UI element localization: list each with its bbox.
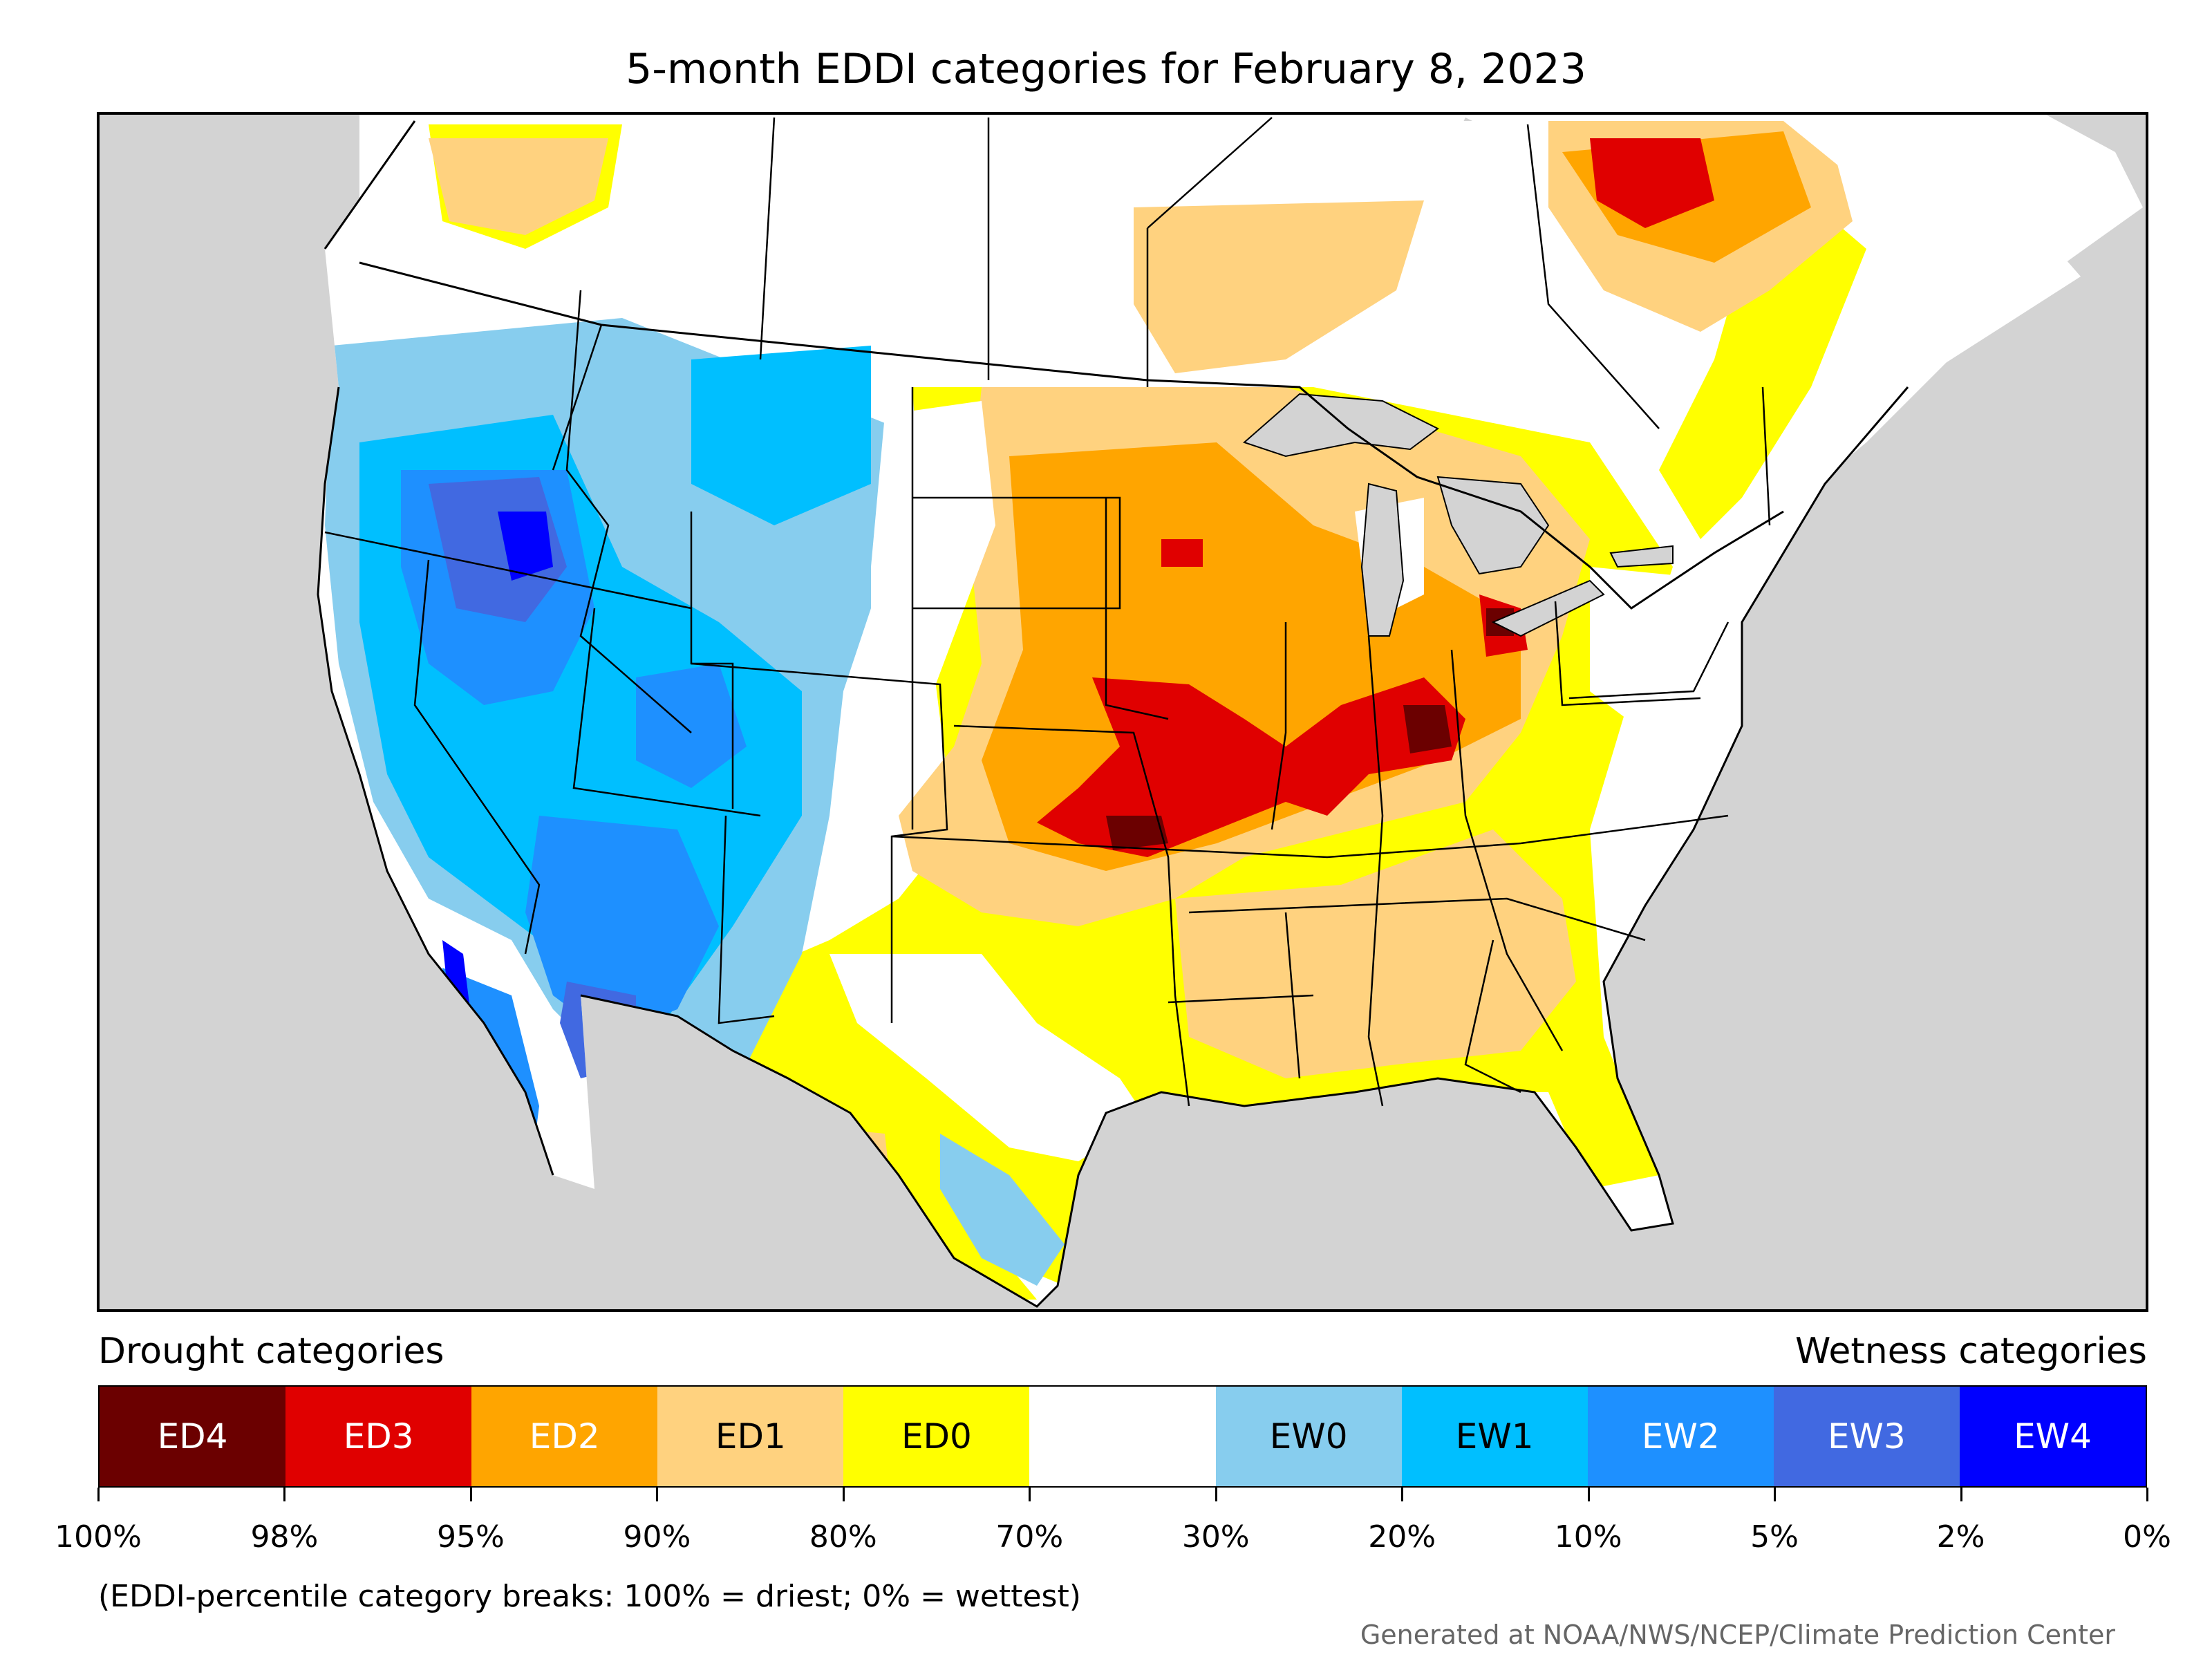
legend-swatch-ew4: EW4 (1959, 1387, 2146, 1486)
colorbar-tick-label: 0% (2123, 1519, 2171, 1555)
credit-line: Generated at NOAA/NWS/NCEP/Climate Predi… (1360, 1620, 2115, 1650)
us-outline (317, 120, 1909, 1308)
colorbar-tick (2146, 1488, 2148, 1501)
colorbar-tick (1774, 1488, 1777, 1501)
category-colorbar: ED4 ED3 ED2 ED1 ED0 EW0 EW1 EW2 EW3 EW4 (98, 1385, 2147, 1488)
legend-swatch-ew2: EW2 (1587, 1387, 1774, 1486)
colorbar-tick-label: 98% (250, 1519, 319, 1555)
colorbar-tick (1960, 1488, 1962, 1501)
colorbar-tick-label: 30% (1181, 1519, 1250, 1555)
legend-swatch-ed2: ED2 (471, 1387, 658, 1486)
legend-swatch-ed0: ED0 (843, 1387, 1030, 1486)
wetness-categories-heading: Wetness categories (1795, 1331, 2147, 1372)
legend-swatch-ew1: EW1 (1401, 1387, 1588, 1486)
lake-huron (1436, 476, 1550, 575)
percentile-note: (EDDI-percentile category breaks: 100% =… (98, 1579, 1081, 1614)
drought-categories-heading: Drought categories (98, 1331, 444, 1372)
legend-swatch-ew0: EW0 (1215, 1387, 1402, 1486)
map-title: 5-month EDDI categories for February 8, … (626, 45, 1586, 93)
colorbar-tick (1587, 1488, 1590, 1501)
normal-regions (830, 401, 1742, 1161)
state-boundaries (324, 117, 1771, 1107)
legend-swatch-ed1: ED1 (657, 1387, 844, 1486)
colorbar-tick (97, 1488, 100, 1501)
lake-superior (1243, 393, 1439, 458)
colorbar-ticks (97, 1488, 2148, 1508)
colorbar-tick-label: 2% (1936, 1519, 1985, 1555)
colorbar-tick (1401, 1488, 1404, 1501)
colorbar-tick (656, 1488, 659, 1501)
legend-swatch-normal (1029, 1387, 1216, 1486)
colorbar-tick (1029, 1488, 1031, 1501)
legend-swatch-ed4: ED4 (100, 1387, 286, 1486)
legend-swatch-ew3: EW3 (1773, 1387, 1960, 1486)
great-lakes (1243, 393, 1674, 637)
colorbar-tick-label: 80% (809, 1519, 877, 1555)
colorbar-tick-label: 70% (995, 1519, 1064, 1555)
lake-ontario (1609, 545, 1674, 568)
colorbar-tick (842, 1488, 845, 1501)
lake-michigan (1360, 482, 1405, 637)
lake-erie (1491, 579, 1605, 637)
colorbar-tick-label: 90% (623, 1519, 691, 1555)
colorbar-tick-label: 10% (1554, 1519, 1622, 1555)
colorbar-tick-label: 20% (1368, 1519, 1436, 1555)
colorbar-tick-label: 95% (437, 1519, 505, 1555)
ed4-regions (1106, 608, 1514, 850)
colorbar-tick (469, 1488, 472, 1501)
colorbar-tick (283, 1488, 286, 1501)
colorbar-tick-label: 100% (55, 1519, 142, 1555)
colorbar-tick (1215, 1488, 1217, 1501)
legend-swatch-ed3: ED3 (285, 1387, 472, 1486)
colorbar-tick-label: 5% (1750, 1519, 1799, 1555)
